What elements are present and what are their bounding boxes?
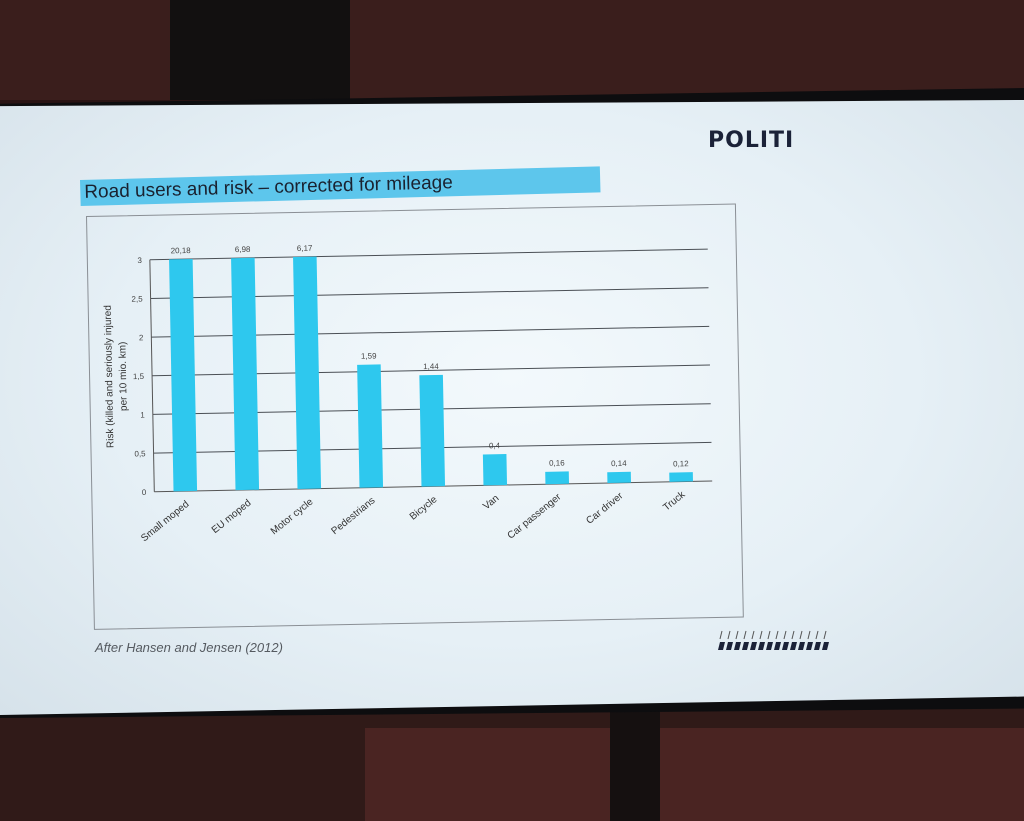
stripe-mark: [750, 642, 757, 650]
bar-chart: 0 0,5 1 1,5 2 2,5 3 Risk (killed and seriously …: [103, 244, 713, 544]
data-label: 1,44: [423, 362, 439, 371]
data-label: 6,98: [235, 245, 251, 254]
x-tick-label: Motor cycle: [269, 496, 316, 537]
stripe-mark: [766, 642, 773, 650]
stripe-mark: [751, 630, 755, 640]
politi-logo: POLITI: [708, 128, 795, 153]
background-wall-top: [0, 0, 1024, 100]
y-tick-label: 1: [140, 411, 145, 420]
bar: [419, 374, 446, 487]
bar: [169, 258, 198, 492]
y-tick-label: 1,5: [133, 372, 145, 381]
stripe-mark: [799, 630, 803, 640]
y-axis: [149, 259, 155, 492]
stripe-mark: [742, 642, 749, 650]
x-tick-label: Small moped: [139, 499, 191, 544]
data-label: 20,18: [171, 246, 192, 255]
source-note: After Hansen and Jensen (2012): [95, 640, 283, 655]
stripe-mark: [758, 642, 765, 650]
data-label: 0,12: [673, 459, 689, 468]
bar: [293, 256, 322, 489]
bar: [357, 364, 384, 488]
bar: [231, 257, 260, 491]
stripe-mark: [759, 630, 763, 640]
stripe-mark: [798, 642, 805, 650]
y-axis-label: Risk (killed and seriously injured: [103, 305, 117, 448]
stripe-mark: [718, 642, 725, 650]
bar: [607, 471, 631, 484]
stripe-mark: [791, 630, 795, 640]
data-label: 0,14: [611, 459, 627, 468]
y-tick-label: 2,5: [131, 295, 143, 304]
data-label: 1,59: [361, 351, 377, 360]
background-post: [610, 705, 660, 821]
data-label: 0,16: [549, 458, 565, 467]
x-tick-label: Car passenger: [506, 491, 564, 541]
stripe-mark: [783, 630, 787, 640]
stripe-mark: [774, 642, 781, 650]
chart-frame: 0 0,5 1 1,5 2 2,5 3 Risk (killed and seriously …: [86, 203, 744, 630]
bar: [669, 472, 693, 482]
x-tick-label: Pedestrians: [330, 495, 378, 537]
x-tick-label: Car driver: [584, 490, 626, 527]
stripe-mark: [822, 642, 829, 650]
stripe-mark: [775, 630, 779, 640]
stripe-mark: [734, 642, 741, 650]
stripe-mark: [782, 642, 789, 650]
bar: [482, 454, 508, 486]
y-tick-label: 2: [139, 333, 144, 342]
stripe-mark: [726, 642, 733, 650]
data-label: 0,4: [489, 441, 501, 450]
stripe-mark: [814, 642, 821, 650]
stripe-mark: [790, 642, 797, 650]
stripe-mark: [727, 630, 731, 640]
stripe-mark: [823, 630, 827, 640]
y-tick-label: 0,5: [134, 449, 146, 458]
x-tick-label: Truck: [661, 489, 688, 514]
bar: [545, 471, 570, 485]
y-tick-label: 3: [137, 256, 142, 265]
stripe-mark: [735, 630, 739, 640]
x-tick-label: Bicycle: [408, 494, 440, 523]
stripe-mark: [767, 630, 771, 640]
y-axis-label: per 10 mio. km): [117, 341, 129, 411]
y-tick-label: 0: [142, 488, 147, 497]
background-panel: [660, 728, 1024, 821]
background-post: [170, 0, 350, 100]
data-label: 6,17: [297, 244, 313, 253]
stripe-mark: [815, 630, 819, 640]
stripe-mark: [807, 630, 811, 640]
stripe-mark: [743, 630, 747, 640]
x-tick-label: Van: [481, 493, 501, 512]
stripe-mark: [719, 630, 723, 640]
police-stripe-logo: [716, 630, 834, 652]
stripe-mark: [806, 642, 813, 650]
background-panel: [365, 728, 610, 821]
x-tick-label: EU moped: [210, 498, 254, 536]
